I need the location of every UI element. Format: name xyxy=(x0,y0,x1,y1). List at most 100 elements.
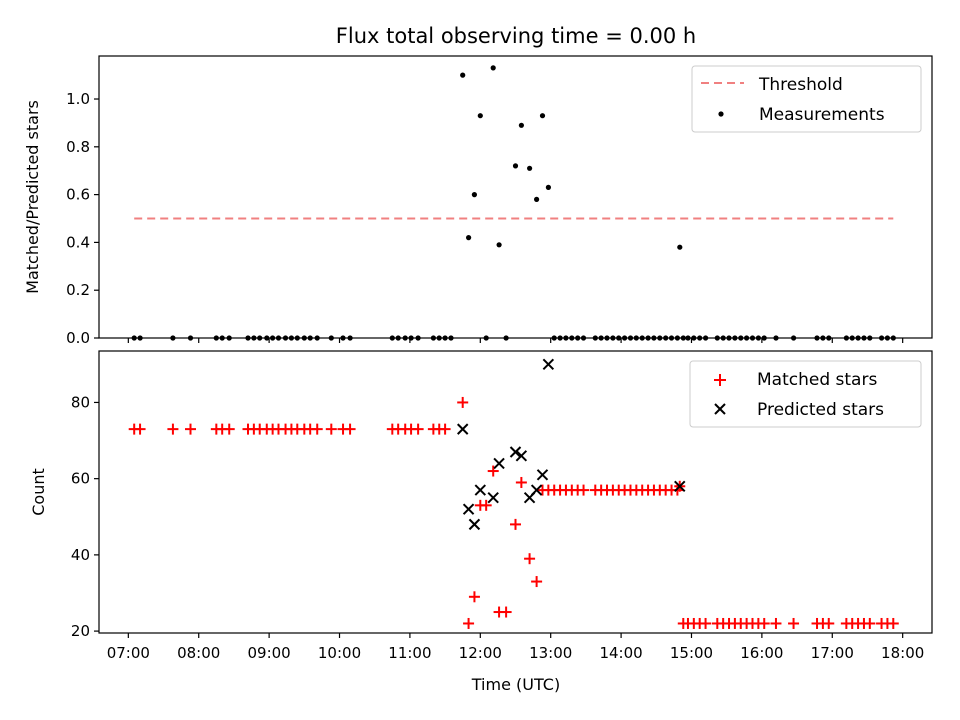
chart-title: Flux total observing time = 0.00 h xyxy=(336,24,696,48)
legend-matched-label: Matched stars xyxy=(757,370,877,390)
matched-star-point xyxy=(770,617,782,629)
predicted-star-point xyxy=(474,484,487,496)
predicted-star-point xyxy=(515,450,528,462)
matched-star-point xyxy=(480,499,492,511)
matched-star-point xyxy=(468,591,480,603)
predicted-star-point xyxy=(536,469,549,481)
measurement-point xyxy=(460,72,466,78)
matched-star-point xyxy=(167,423,179,435)
matched-star-point xyxy=(531,576,543,588)
predicted-star-point xyxy=(674,480,686,492)
ratio-y-ticks: 0.0 0.2 0.4 0.6 0.8 1.0 xyxy=(66,90,99,347)
matched-star-point xyxy=(700,617,712,629)
ratio-axes-frame xyxy=(98,55,933,339)
x-tick-label: 12:00 xyxy=(459,644,502,662)
matched-star-point xyxy=(325,423,337,435)
x-tick-label: 15:00 xyxy=(670,644,713,662)
y-tick-label: 0.4 xyxy=(66,233,90,251)
matched-star-point xyxy=(439,423,451,435)
x-tick-label: 11:00 xyxy=(388,644,431,662)
measurement-point xyxy=(677,244,683,250)
x-axis-label: Time (UTC) xyxy=(471,675,560,694)
matched-star-point xyxy=(185,423,197,435)
legend-predicted-label: Predicted stars xyxy=(757,400,884,420)
ratio-legend-frame xyxy=(691,65,922,133)
matched-legend-swatch xyxy=(714,374,726,386)
matched-star-point xyxy=(823,617,835,629)
predicted-star-point xyxy=(456,423,469,435)
matched-star-point xyxy=(412,423,424,435)
predicted-legend-swatch xyxy=(714,403,726,415)
matched-star-point xyxy=(887,617,899,629)
predicted-star-point xyxy=(493,457,505,470)
measurement-point xyxy=(512,163,519,169)
matched-star-point xyxy=(134,423,146,435)
legend-threshold-label: Threshold xyxy=(758,75,843,95)
count-panel: 20 40 60 80 07:00 08:00 09:00 10:00 11:00 12:00 1… xyxy=(29,350,933,694)
ratio-panel: Flux total observing time = 0.00 h 0.00.… xyxy=(23,24,933,347)
x-tick-label: 18:00 xyxy=(881,644,924,662)
matched-star-point xyxy=(344,423,356,435)
y-tick-label: 80 xyxy=(71,393,90,411)
measurement-point xyxy=(518,122,525,128)
count-axes-frame xyxy=(98,350,933,634)
count-x-ticks: 07:00 08:00 09:00 10:00 11:00 12:00 13:00 14:00… xyxy=(107,633,924,662)
matched-star-point xyxy=(487,465,499,477)
measurement-point xyxy=(539,113,546,119)
matched-star-point xyxy=(463,617,475,629)
x-tick-label: 08:00 xyxy=(177,644,220,662)
measurement-point xyxy=(471,192,477,198)
matched-star-point xyxy=(864,617,876,629)
matched-star-point xyxy=(758,617,770,629)
matched-star-point xyxy=(500,606,512,618)
measurements-legend-swatch xyxy=(718,111,724,117)
count-y-axis-label: Count xyxy=(29,468,48,516)
predicted-star-point xyxy=(462,503,475,515)
predicted-star-point xyxy=(530,484,543,496)
x-tick-label: 09:00 xyxy=(248,644,291,662)
measurement-point xyxy=(527,165,533,171)
predicted-star-point xyxy=(542,358,555,371)
y-tick-label: 0.6 xyxy=(66,186,90,204)
matched-stars-points xyxy=(128,396,899,629)
ratio-x-ticks xyxy=(127,338,904,343)
measurement-point xyxy=(545,184,552,190)
y-tick-label: 1.0 xyxy=(66,90,90,108)
x-tick-label: 14:00 xyxy=(599,644,642,662)
predicted-star-point xyxy=(468,518,481,531)
matched-star-point xyxy=(457,396,469,408)
predicted-stars-points xyxy=(456,358,686,531)
x-tick-label: 16:00 xyxy=(740,644,783,662)
matched-star-point xyxy=(223,423,235,435)
y-tick-label: 40 xyxy=(71,546,90,564)
x-tick-label: 17:00 xyxy=(811,644,854,662)
y-tick-label: 0.0 xyxy=(66,329,90,347)
ratio-y-axis-label: Matched/Predicted stars xyxy=(23,100,42,294)
measurement-point xyxy=(477,113,483,119)
y-tick-label: 60 xyxy=(71,470,90,488)
predicted-star-point xyxy=(487,492,499,504)
matched-star-point xyxy=(524,553,536,565)
y-tick-label: 0.2 xyxy=(66,281,90,299)
matched-star-point xyxy=(515,476,527,488)
y-tick-label: 0.8 xyxy=(66,138,90,156)
measurement-point xyxy=(534,196,540,202)
matched-star-point xyxy=(788,617,800,629)
x-tick-label: 10:00 xyxy=(318,644,361,662)
matched-star-point xyxy=(311,423,323,435)
measurement-point xyxy=(466,235,472,241)
x-tick-label: 07:00 xyxy=(107,644,150,662)
measurement-point xyxy=(490,65,496,71)
count-legend-frame xyxy=(689,360,922,428)
y-tick-label: 20 xyxy=(71,622,90,640)
count-y-ticks: 20 40 60 80 xyxy=(71,393,99,640)
ratio-legend: Threshold Measurements xyxy=(691,65,922,133)
x-tick-label: 13:00 xyxy=(529,644,572,662)
legend-measurements-label: Measurements xyxy=(759,105,885,125)
matched-star-point xyxy=(510,518,521,530)
predicted-star-point xyxy=(509,446,522,458)
matched-star-point xyxy=(578,484,590,496)
measurement-point xyxy=(496,242,502,248)
count-legend: Matched stars Predicted stars xyxy=(689,360,922,428)
